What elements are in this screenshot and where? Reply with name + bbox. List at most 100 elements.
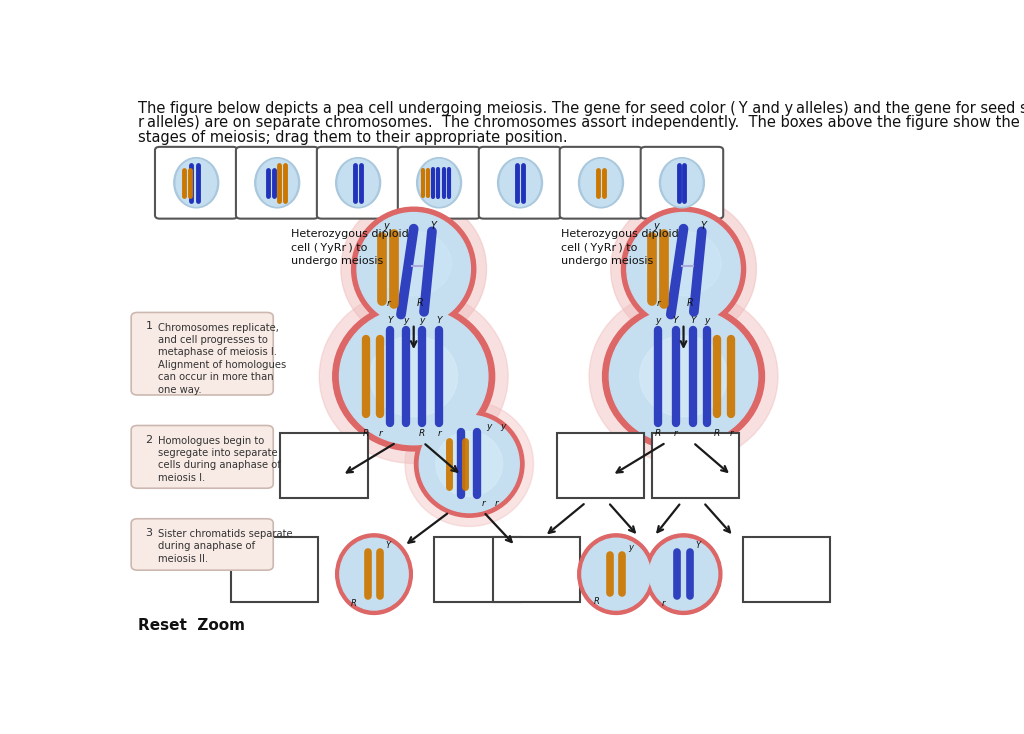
Ellipse shape [415,410,524,517]
Text: r: r [656,299,660,308]
Text: R: R [686,298,693,308]
Text: R: R [714,429,720,438]
Text: The figure below depicts a pea cell undergoing meiosis. The gene for seed color : The figure below depicts a pea cell unde… [137,101,1024,115]
Text: 1: 1 [145,321,153,332]
Ellipse shape [336,534,413,614]
Bar [433,537,521,603]
Text: y: y [419,316,424,325]
Bar [557,433,644,498]
Ellipse shape [610,197,757,341]
Text: Reset  Zoom: Reset Zoom [137,619,245,633]
Text: r: r [496,498,499,508]
Ellipse shape [609,308,758,445]
Text: y: y [383,222,389,231]
Text: y: y [655,316,660,325]
Bar [743,537,830,603]
Ellipse shape [338,159,378,206]
Bar [494,537,581,603]
Bar [231,537,318,603]
Ellipse shape [579,158,624,208]
Ellipse shape [589,289,778,463]
FancyBboxPatch shape [155,147,238,219]
Text: R: R [417,298,423,308]
FancyBboxPatch shape [131,519,273,570]
FancyBboxPatch shape [316,147,399,219]
Text: R: R [655,429,662,438]
Ellipse shape [174,158,219,208]
Ellipse shape [333,302,495,451]
Ellipse shape [255,158,300,208]
Text: Y: Y [690,316,695,325]
Text: R: R [419,429,425,438]
Text: Homologues begin to
segregate into separate
cells during anaphase of
meiosis I.: Homologues begin to segregate into separ… [158,436,281,483]
Ellipse shape [627,213,740,325]
Ellipse shape [357,213,470,325]
FancyBboxPatch shape [131,313,273,395]
Text: Y: Y [700,222,707,231]
Ellipse shape [370,336,458,417]
Ellipse shape [578,534,654,614]
Text: Y: Y [436,316,441,325]
Bar [652,433,739,498]
Ellipse shape [581,159,622,206]
FancyBboxPatch shape [641,147,723,219]
Ellipse shape [376,231,452,296]
Text: r: r [437,429,441,438]
FancyBboxPatch shape [560,147,642,219]
Ellipse shape [659,158,705,208]
Text: stages of meiosis; drag them to their appropriate position.: stages of meiosis; drag them to their ap… [137,130,567,145]
Text: r: r [674,429,678,438]
Text: R: R [351,599,357,608]
Text: 2: 2 [145,435,153,445]
Ellipse shape [622,207,745,331]
Text: r: r [379,429,382,438]
Ellipse shape [257,159,297,206]
Ellipse shape [436,432,503,496]
Bar [281,433,368,498]
FancyBboxPatch shape [397,147,480,219]
FancyBboxPatch shape [131,426,273,488]
Ellipse shape [341,197,486,341]
Ellipse shape [336,158,381,208]
Text: r: r [662,599,666,608]
Text: R: R [362,429,370,438]
Ellipse shape [582,538,650,610]
Ellipse shape [662,159,702,206]
Ellipse shape [645,534,722,614]
Ellipse shape [319,289,508,463]
FancyBboxPatch shape [479,147,561,219]
Ellipse shape [176,159,216,206]
Ellipse shape [602,302,765,451]
Text: R: R [593,597,599,606]
Text: 3: 3 [145,528,153,538]
FancyBboxPatch shape [236,147,318,219]
Ellipse shape [649,538,718,610]
Text: r: r [481,498,485,508]
Text: r: r [386,299,390,308]
Text: y: y [500,421,505,431]
Text: Y: Y [387,316,392,325]
Text: r alleles) are on separate chromosomes.  The chromosomes assort independently.  : r alleles) are on separate chromosomes. … [137,115,1024,130]
Text: y: y [486,421,492,431]
Ellipse shape [417,158,462,208]
Text: Y: Y [430,222,436,231]
Text: Heterozygous diploid
cell ( YyRr ) to
undergo meiosis: Heterozygous diploid cell ( YyRr ) to un… [291,229,409,266]
Text: Chromosomes replicate,
and cell progresses to
metaphase of meiosis I.
Alignment : Chromosomes replicate, and cell progress… [158,323,287,395]
Ellipse shape [419,159,459,206]
Ellipse shape [498,158,543,208]
Ellipse shape [340,538,409,610]
Ellipse shape [351,207,476,331]
Ellipse shape [340,308,487,445]
Text: Y: Y [386,541,391,550]
Ellipse shape [640,336,727,417]
Text: r: r [729,429,733,438]
Text: y: y [705,316,710,325]
Text: Heterozygous diploid
cell ( YyRr ) to
undergo meiosis: Heterozygous diploid cell ( YyRr ) to un… [560,229,678,266]
Text: y: y [628,543,633,553]
Text: y: y [403,316,409,325]
Ellipse shape [646,231,721,296]
Ellipse shape [500,159,540,206]
Text: y: y [653,222,658,231]
Text: Y: Y [695,541,700,550]
Text: Sister chromatids separate
during anaphase of
meiosis II.: Sister chromatids separate during anapha… [158,529,293,564]
